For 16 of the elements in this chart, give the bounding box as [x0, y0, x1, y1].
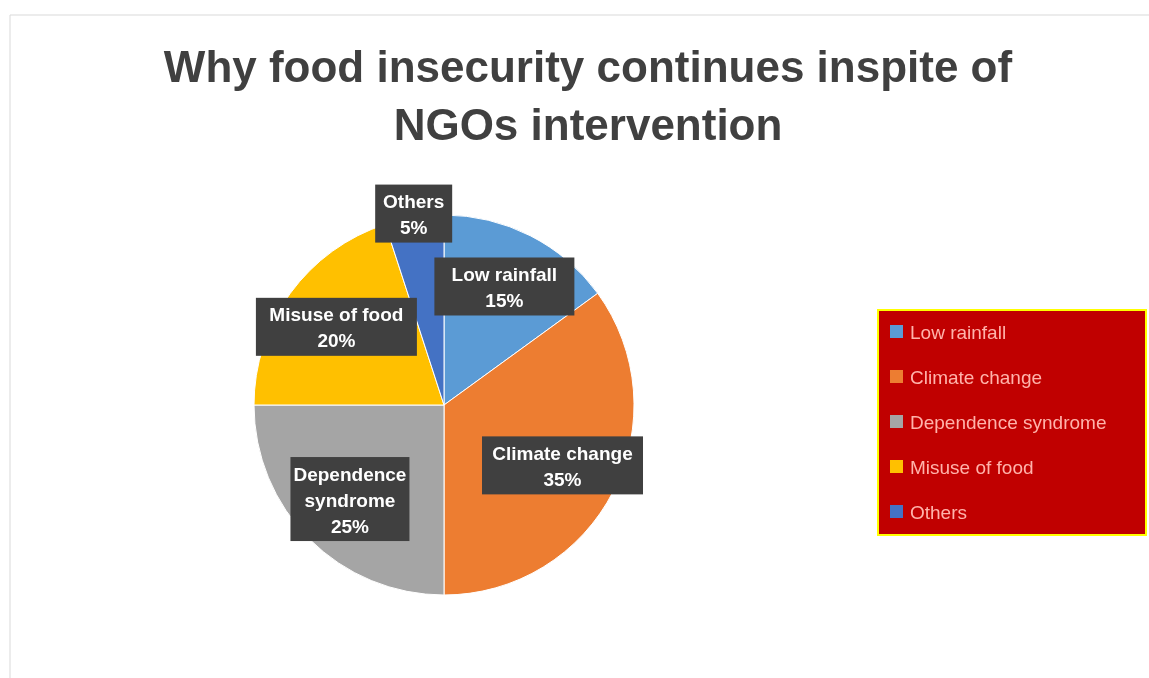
legend-label: Others: [910, 501, 968, 523]
legend-label: Misuse of food: [910, 456, 1034, 478]
data-label: 15%: [485, 290, 524, 312]
slice-label: Others: [383, 191, 445, 213]
legend-label: Climate change: [910, 366, 1043, 388]
legend-label: Low rainfall: [910, 321, 1007, 343]
slice-label: Low rainfall: [451, 264, 558, 286]
slice-label: Dependence syndrome: [293, 463, 407, 511]
chart-title: Why food insecurity continues inspite of NGOs intervention: [163, 42, 1013, 149]
data-label: 5%: [399, 217, 428, 239]
data-label: 35%: [543, 469, 582, 491]
data-label: 25%: [330, 515, 370, 537]
legend-label: Dependence syndrome: [910, 411, 1107, 433]
data-label: 20%: [317, 330, 356, 352]
slice-label: Climate change: [492, 443, 633, 465]
slice-label: Misuse of food: [269, 304, 404, 326]
